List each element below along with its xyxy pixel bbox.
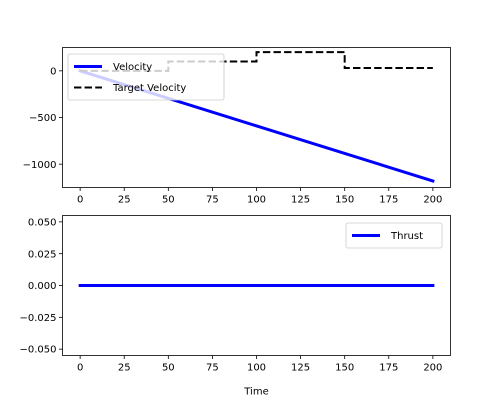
x-tick-label: 100 xyxy=(247,363,266,374)
x-tick-label: 75 xyxy=(206,195,219,206)
x-tick-label: 100 xyxy=(247,195,266,206)
x-tick-label: 50 xyxy=(162,195,175,206)
x-tick-label: 125 xyxy=(291,195,310,206)
legend-label-thrust: Thrust xyxy=(390,231,423,242)
x-tick-label: 25 xyxy=(118,363,131,374)
y-tick-label: −1000 xyxy=(23,160,57,171)
x-tick-label: 175 xyxy=(379,195,398,206)
x-tick-label: 150 xyxy=(335,363,354,374)
y-tick-label: 0 xyxy=(50,66,56,77)
y-tick-label: 0.025 xyxy=(28,249,57,260)
legend: Velocity Target Velocity xyxy=(67,53,225,101)
x-tick-label: 175 xyxy=(379,363,398,374)
y-tick-label: −0.025 xyxy=(19,313,56,324)
x-axis-label: Time xyxy=(243,387,268,398)
x-tick-label: 0 xyxy=(77,195,83,206)
legend-label-velocity: Velocity xyxy=(113,62,152,73)
x-tick-label: 0 xyxy=(77,363,83,374)
y-tick-label: −500 xyxy=(29,113,56,124)
x-tick-label: 150 xyxy=(335,195,354,206)
y-tick-label: 0.000 xyxy=(28,281,57,292)
legend-box xyxy=(67,53,225,101)
panels: 0 25 50 75 100 125 150 175 200 0 −500 −1000 Velocity… xyxy=(19,47,451,398)
x-tick-label: 125 xyxy=(291,363,310,374)
x-tick-label: 50 xyxy=(162,363,175,374)
y-tick-label: −0.050 xyxy=(19,345,56,356)
legend-box xyxy=(345,222,443,249)
x-tick-label: 25 xyxy=(118,195,131,206)
x-tick-label: 75 xyxy=(206,363,219,374)
legend: Thrust xyxy=(345,222,443,249)
x-tick-label: 200 xyxy=(423,195,442,206)
x-tick-label: 200 xyxy=(423,363,442,374)
chart-panel-2: 0 25 50 75 100 125 150 175 200 0.050 0.025 0.000 −0.… xyxy=(19,215,451,398)
chart-panel-1: 0 25 50 75 100 125 150 175 200 0 −500 −1000 Velocity… xyxy=(23,47,451,206)
y-tick-label: 0.050 xyxy=(28,217,57,228)
legend-label-target-velocity: Target Velocity xyxy=(112,83,186,94)
